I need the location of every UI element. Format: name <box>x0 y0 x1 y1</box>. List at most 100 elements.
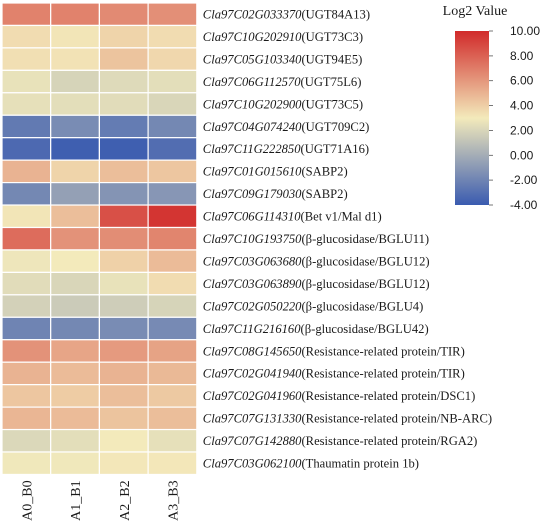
row-label: Cla97C08G145650(Resistance-related prote… <box>203 344 465 358</box>
heatmap-cell <box>1 2 52 27</box>
row-labels: Cla97C02G033370(UGT84A13) Cla97C10G202910… <box>203 8 492 471</box>
heatmap-cell <box>50 361 101 386</box>
heatmap-cell <box>1 204 52 229</box>
row-label-gene: Cla97C02G041960 <box>203 389 302 403</box>
heatmap-cell <box>98 204 149 229</box>
heatmap-cell <box>98 249 149 273</box>
heatmap-cell <box>1 339 52 363</box>
row-label-annotation: (Resistance-related protein/NB-ARC) <box>301 412 492 426</box>
row-label-annotation: (Bet v1/Mal d1) <box>301 210 382 224</box>
heatmap-cell <box>98 271 149 296</box>
heatmap-cell <box>147 114 198 139</box>
legend-tick-label: 0.00 <box>510 148 534 162</box>
row-label: Cla97C02G050220(β-glucosidase/BGLU4) <box>203 299 423 313</box>
row-label-gene: Cla97C02G050220 <box>203 299 302 313</box>
legend-tick-label: 10.00 <box>510 24 540 38</box>
legend-tick-label: 8.00 <box>510 49 534 63</box>
row-label-gene: Cla97C10G202910 <box>203 30 302 44</box>
row-label-gene: Cla97C03G063680 <box>203 255 302 269</box>
color-legend: Log2 Value 10.00 8.00 6.00 4.00 2.00 0.00 -2.0… <box>443 4 541 212</box>
heatmap-cell <box>98 226 149 251</box>
heatmap-cell <box>1 406 52 431</box>
row-label-gene: Cla97C11G216160 <box>203 322 301 336</box>
row-label-gene: Cla97C10G193750 <box>203 232 302 246</box>
heatmap-cell <box>147 182 198 206</box>
row-label-annotation: (UGT709C2) <box>301 120 369 134</box>
row-label-gene: Cla97C03G063890 <box>203 277 302 291</box>
row-label-annotation: (UGT71A16) <box>301 142 370 156</box>
row-label-annotation: (Resistance-related protein/DSC1) <box>301 389 475 403</box>
legend-tick-label: -4.00 <box>510 198 538 212</box>
heatmap-cell <box>1 137 52 161</box>
row-label-gene: Cla97C02G041940 <box>203 367 302 381</box>
heatmap-cell <box>147 24 198 49</box>
row-label-annotation: (β-glucosidase/BGLU12) <box>301 277 429 291</box>
heatmap-cell <box>1 249 52 273</box>
heatmap-cell <box>1 451 52 476</box>
heatmap-cell <box>147 294 198 318</box>
row-label-gene: Cla97C11G222850 <box>203 142 301 156</box>
row-label: Cla97C06G112570(UGT75L6) <box>203 75 362 89</box>
heatmap-cell <box>50 69 101 94</box>
row-label: Cla97C11G216160(β-glucosidase/BGLU42) <box>203 322 429 336</box>
heatmap-cell <box>50 204 101 229</box>
heatmap-cell <box>98 24 149 49</box>
heatmap-cell <box>147 249 198 273</box>
heatmap-cell <box>98 316 149 341</box>
column-label: A3_B3 <box>167 480 182 520</box>
heatmap-cell <box>1 47 52 71</box>
legend-color-bar <box>455 31 489 205</box>
row-label-annotation: (β-glucosidase/BGLU42) <box>301 322 429 336</box>
column-label: A0_B0 <box>20 480 35 520</box>
row-label-annotation: (UGT73C3) <box>301 30 363 44</box>
heatmap-cell <box>1 159 52 184</box>
row-label: Cla97C10G202900(UGT73C5) <box>203 97 363 111</box>
heatmap-cell <box>147 428 198 453</box>
heatmap-cell <box>147 92 198 116</box>
row-label-annotation: (β-glucosidase/BGLU11) <box>301 232 429 246</box>
heatmap-cell <box>50 24 101 49</box>
heatmap-cell <box>1 316 52 341</box>
heatmap-cell <box>50 249 101 273</box>
row-label-gene: Cla97C04G074240 <box>203 120 302 134</box>
heatmap-cell <box>50 92 101 116</box>
heatmap-cell <box>98 384 149 408</box>
heatmap-cell <box>50 316 101 341</box>
row-label: Cla97C01G015610(SABP2) <box>203 165 348 179</box>
heatmap-cell <box>1 69 52 94</box>
heatmap-cell <box>147 361 198 386</box>
heatmap-cell <box>147 406 198 431</box>
heatmap-cell <box>147 137 198 161</box>
heatmap-cell <box>1 114 52 139</box>
legend-tick-label: 4.00 <box>510 99 534 113</box>
heatmap-cell <box>50 294 101 318</box>
heatmap-cell <box>98 428 149 453</box>
legend-title: Log2 Value <box>443 4 508 19</box>
row-label-annotation: (UGT84A13) <box>301 8 370 22</box>
row-label: Cla97C03G062100(Thaumatin protein 1b) <box>203 457 419 471</box>
heatmap-cells <box>1 2 198 476</box>
column-label: A2_B2 <box>118 480 133 520</box>
heatmap-cell <box>147 226 198 251</box>
heatmap-cell <box>98 47 149 71</box>
row-label-annotation: (UGT73C5) <box>301 97 363 111</box>
row-label-annotation: (Thaumatin protein 1b) <box>301 457 419 471</box>
column-label: A1_B1 <box>69 480 84 520</box>
heatmap-cell <box>50 406 101 431</box>
row-label-gene: Cla97C08G145650 <box>203 344 302 358</box>
heatmap-cell <box>50 159 101 184</box>
heatmap-cell <box>98 361 149 386</box>
row-label-gene: Cla97C07G131330 <box>203 412 302 426</box>
heatmap-cell <box>147 159 198 184</box>
heatmap-cell <box>50 2 101 27</box>
heatmap-cell <box>98 159 149 184</box>
heatmap-cell <box>98 137 149 161</box>
heatmap-cell <box>50 182 101 206</box>
heatmap-cell <box>1 182 52 206</box>
row-label-gene: Cla97C06G112570 <box>203 75 301 89</box>
row-label-annotation: (UGT75L6) <box>301 75 362 89</box>
legend-ticks: 10.00 8.00 6.00 4.00 2.00 0.00 -2.00 -4.00 <box>489 24 540 212</box>
row-label: Cla97C05G103340(UGT94E5) <box>203 52 363 66</box>
row-label-annotation: (β-glucosidase/BGLU12) <box>301 255 429 269</box>
